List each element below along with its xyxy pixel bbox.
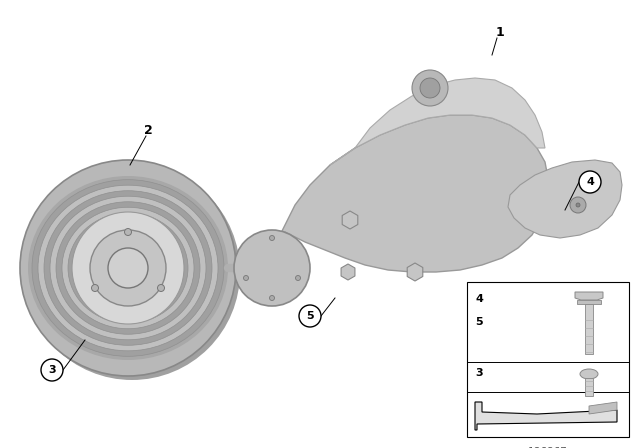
Text: 5: 5 [475, 317, 483, 327]
Ellipse shape [28, 176, 228, 360]
Ellipse shape [269, 236, 275, 241]
Ellipse shape [108, 248, 148, 288]
Polygon shape [575, 292, 603, 300]
Bar [467, 282, 629, 437]
Ellipse shape [92, 284, 99, 292]
Ellipse shape [90, 230, 166, 306]
Bar [577, 300, 601, 304]
Ellipse shape [570, 197, 586, 213]
Polygon shape [268, 115, 548, 272]
Polygon shape [475, 402, 617, 430]
Ellipse shape [412, 70, 448, 106]
Polygon shape [330, 78, 545, 165]
Ellipse shape [157, 284, 164, 292]
Ellipse shape [74, 218, 182, 318]
Polygon shape [341, 264, 355, 280]
Ellipse shape [420, 78, 440, 98]
Polygon shape [407, 263, 423, 281]
Ellipse shape [68, 213, 188, 323]
Polygon shape [342, 211, 358, 229]
Ellipse shape [20, 160, 236, 376]
Text: 4: 4 [586, 177, 594, 187]
Ellipse shape [56, 202, 200, 334]
Polygon shape [589, 402, 617, 414]
Text: 3: 3 [48, 365, 56, 375]
Ellipse shape [72, 212, 184, 324]
Ellipse shape [62, 207, 194, 329]
Text: 3: 3 [475, 368, 483, 378]
Ellipse shape [38, 185, 218, 351]
Ellipse shape [580, 369, 598, 379]
Ellipse shape [269, 296, 275, 301]
Text: 186867: 186867 [528, 447, 568, 448]
Ellipse shape [32, 180, 224, 356]
Text: 4: 4 [475, 294, 483, 304]
Ellipse shape [243, 276, 248, 280]
Circle shape [41, 359, 63, 381]
Circle shape [579, 171, 601, 193]
Text: 1: 1 [495, 26, 504, 39]
Text: 5: 5 [306, 311, 314, 321]
Ellipse shape [24, 164, 240, 380]
Text: 2: 2 [143, 124, 152, 137]
Ellipse shape [125, 228, 131, 236]
Bar [585, 378, 593, 396]
Ellipse shape [296, 276, 301, 280]
Polygon shape [508, 160, 622, 238]
Ellipse shape [234, 230, 310, 306]
Bar [585, 304, 593, 354]
Ellipse shape [576, 203, 580, 207]
Ellipse shape [50, 196, 206, 340]
Circle shape [299, 305, 321, 327]
Ellipse shape [44, 191, 212, 345]
